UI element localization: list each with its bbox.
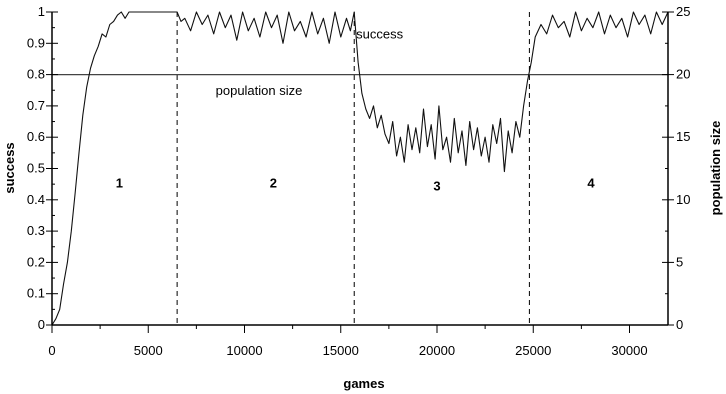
y-tick-label: 0.9 xyxy=(27,35,45,50)
y-tick-label: 0.8 xyxy=(27,67,45,82)
x-tick-label: 30000 xyxy=(611,343,647,358)
phase-label: 2 xyxy=(270,175,277,190)
y2-tick-label: 5 xyxy=(676,254,683,269)
x-tick-label: 0 xyxy=(48,343,55,358)
success-line xyxy=(51,11,669,326)
x-tick-label: 5000 xyxy=(134,343,163,358)
y-tick-label: 0.4 xyxy=(27,192,45,207)
y-tick-label: 0.2 xyxy=(27,254,45,269)
y-tick-label: 0.3 xyxy=(27,223,45,238)
y-axis-title: success xyxy=(2,142,17,193)
phase-label: 4 xyxy=(587,175,595,190)
y2-tick-label: 15 xyxy=(676,129,690,144)
phase-label: 1 xyxy=(116,175,123,190)
y2-axis-title: population size xyxy=(708,121,723,216)
y2-tick-label: 0 xyxy=(676,317,683,332)
phase-label: 3 xyxy=(433,178,440,193)
series-annotation: success xyxy=(356,27,403,42)
y2-tick-label: 25 xyxy=(676,4,690,19)
x-tick-label: 15000 xyxy=(323,343,359,358)
y-tick-label: 0.6 xyxy=(27,129,45,144)
chart-text: games success population size xyxy=(2,121,723,391)
x-tick-label: 20000 xyxy=(419,343,455,358)
y-tick-label: 0.1 xyxy=(27,286,45,301)
y-tick-label: 0 xyxy=(38,317,45,332)
series-annotation: population size xyxy=(216,83,303,98)
y-tick-label: 0.7 xyxy=(27,98,45,113)
axes: 00.10.20.30.40.50.60.70.80.9105101520250… xyxy=(27,4,691,358)
x-tick-label: 10000 xyxy=(226,343,262,358)
y2-tick-label: 10 xyxy=(676,192,690,207)
x-tick-label: 25000 xyxy=(515,343,551,358)
plot-area: success population size 1 2 3 4 xyxy=(51,11,669,326)
x-axis-title: games xyxy=(343,376,384,391)
y-tick-label: 1 xyxy=(38,4,45,19)
y-tick-label: 0.5 xyxy=(27,161,45,176)
y2-tick-label: 20 xyxy=(676,67,690,82)
